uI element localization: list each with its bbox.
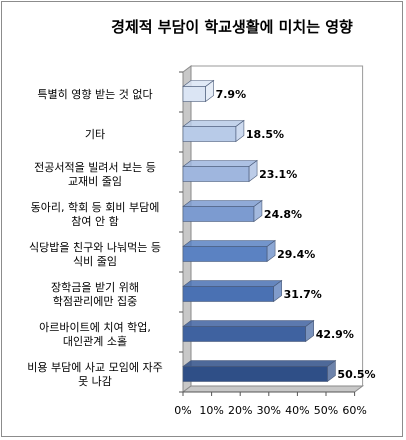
bar-front-face bbox=[182, 206, 255, 222]
bar-front-face bbox=[182, 86, 206, 102]
plot-floor bbox=[181, 385, 365, 393]
x-tick-labels: 0% 10% 20% 30% 40% 50% 60% bbox=[174, 404, 367, 417]
category-label: 못 나감 bbox=[78, 375, 112, 388]
x-tick-label: 20% bbox=[228, 404, 252, 417]
category-label: 기타 bbox=[85, 128, 105, 141]
category-label: 장학금을 받기 위해 bbox=[51, 280, 139, 294]
bar-end-face bbox=[266, 239, 276, 263]
category-label: 식당밥을 친구와 나눠먹는 등 bbox=[29, 241, 161, 254]
bar-front-face bbox=[182, 286, 274, 302]
category-label: 식비 줄임 bbox=[73, 255, 117, 268]
bar-end-face bbox=[248, 159, 258, 183]
bar-front-face bbox=[182, 126, 237, 142]
bar bbox=[182, 319, 315, 343]
x-tick-label: 40% bbox=[285, 404, 309, 417]
bar bbox=[182, 119, 245, 143]
bar-top-face bbox=[182, 160, 258, 167]
bar-front-face bbox=[182, 246, 268, 262]
bar-front-face bbox=[182, 326, 306, 342]
bar bbox=[182, 79, 215, 103]
bar-top-face bbox=[182, 200, 263, 207]
bar-end-face bbox=[235, 119, 245, 143]
bar-end-face bbox=[205, 79, 214, 103]
bar-top-face bbox=[182, 280, 283, 287]
bar-top-face bbox=[182, 360, 337, 367]
bar-end-face bbox=[327, 359, 336, 383]
bars-group bbox=[182, 79, 337, 383]
bar bbox=[182, 239, 276, 263]
category-label: 학점관리에만 집중 bbox=[53, 295, 137, 308]
value-label: 7.9% bbox=[216, 88, 247, 101]
x-tick-label: 10% bbox=[199, 404, 223, 417]
bar-front-face bbox=[182, 366, 328, 382]
value-label: 23.1% bbox=[259, 168, 297, 181]
bar-end-face bbox=[305, 319, 314, 343]
value-label: 42.9% bbox=[316, 328, 354, 341]
category-label: 전공서적을 빌려서 보는 등 bbox=[34, 161, 156, 174]
category-label: 아르바이트에 치여 학업, bbox=[39, 321, 151, 334]
value-label: 50.5% bbox=[337, 368, 375, 381]
bar-end-face bbox=[253, 199, 263, 223]
category-label: 비용 부담에 사교 모임에 자주 bbox=[27, 361, 162, 374]
category-label: 대인관계 소홀 bbox=[63, 335, 127, 348]
category-label: 동아리, 학회 등 회비 부담에 bbox=[31, 201, 160, 214]
chart-axes bbox=[179, 65, 365, 396]
bar-top-face bbox=[182, 240, 276, 247]
category-label: 특별히 영향 받는 것 없다 bbox=[37, 87, 152, 101]
x-tick-label: 50% bbox=[314, 404, 338, 417]
bar-top-face bbox=[182, 320, 315, 327]
value-label: 18.5% bbox=[246, 128, 284, 141]
bar-front-face bbox=[182, 166, 250, 182]
bar-top-face bbox=[182, 120, 245, 127]
category-label: 참여 안 함 bbox=[71, 215, 118, 228]
value-label: 29.4% bbox=[277, 248, 315, 261]
bar bbox=[182, 159, 258, 183]
value-labels: 7.9% 18.5% 23.1% 24.8% 29.4% 31.7% 42.9% 50.5% bbox=[216, 88, 376, 381]
plot-side-wall bbox=[182, 65, 192, 393]
x-tick-label: 0% bbox=[174, 404, 191, 417]
bar bbox=[182, 199, 263, 223]
value-label: 31.7% bbox=[284, 288, 322, 301]
bar-end-face bbox=[273, 279, 282, 303]
chart-title: 경제적 부담이 학교생활에 미치는 영향 bbox=[111, 18, 353, 36]
x-tick-label: 60% bbox=[342, 404, 366, 417]
category-label: 교재비 줄임 bbox=[68, 175, 122, 188]
bar bbox=[182, 359, 337, 383]
bar bbox=[182, 279, 283, 303]
value-label: 24.8% bbox=[264, 208, 302, 221]
x-tick-label: 30% bbox=[257, 404, 281, 417]
